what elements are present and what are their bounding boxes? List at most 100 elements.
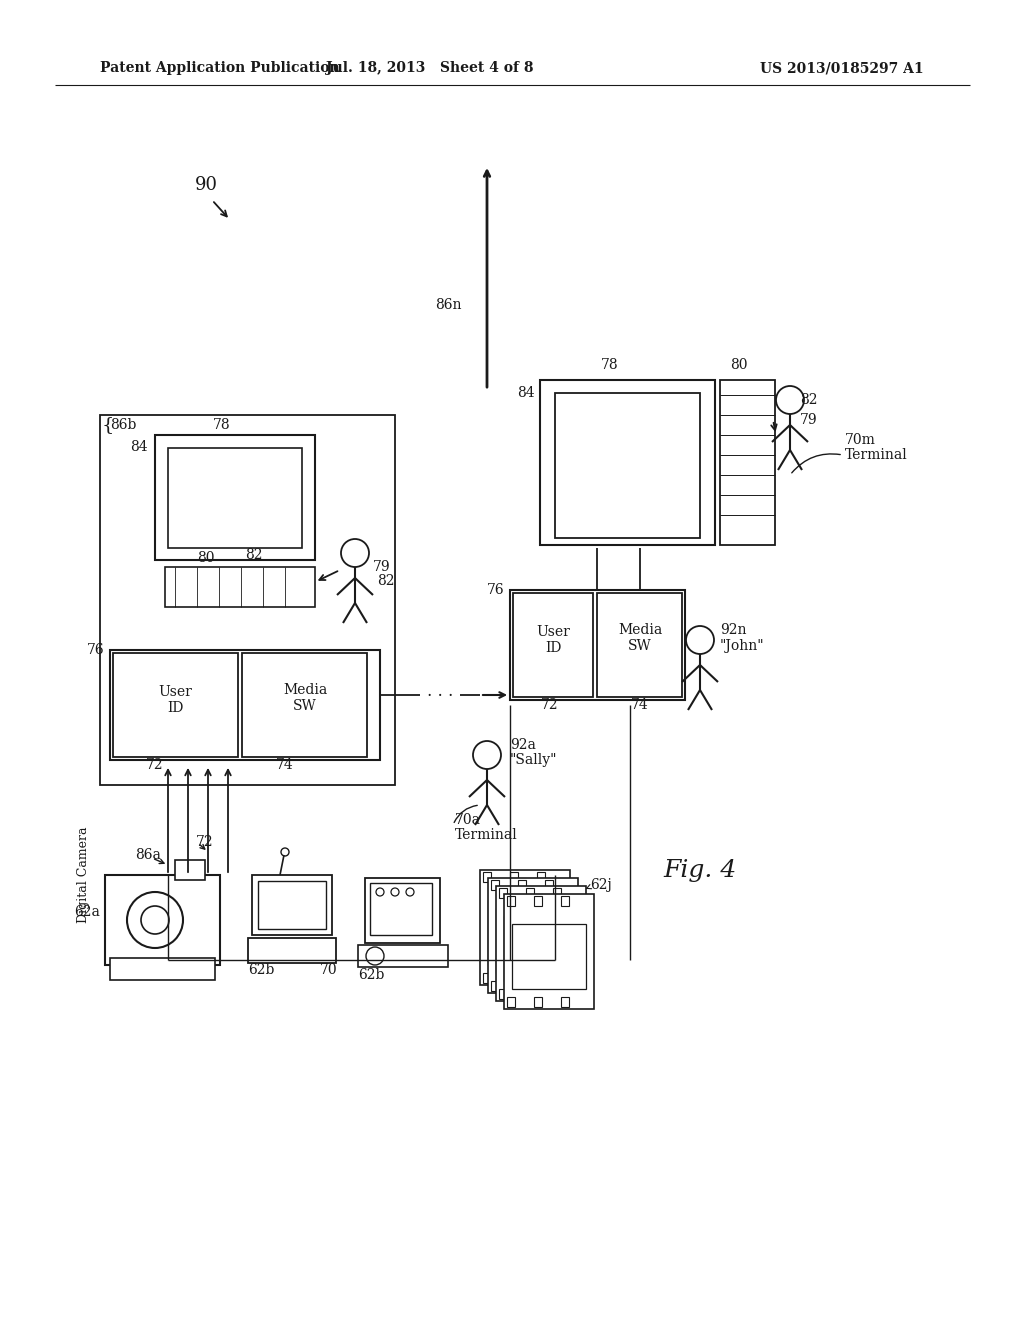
Bar bbox=[168, 447, 302, 548]
Text: Digital Camera: Digital Camera bbox=[77, 826, 90, 923]
Bar bbox=[545, 981, 553, 991]
Text: 74: 74 bbox=[631, 698, 649, 711]
Bar bbox=[510, 973, 518, 983]
Text: 84: 84 bbox=[517, 385, 535, 400]
Circle shape bbox=[127, 892, 183, 948]
Bar bbox=[526, 888, 534, 898]
Text: Media
SW: Media SW bbox=[617, 623, 663, 653]
Bar bbox=[507, 896, 515, 906]
Text: 70: 70 bbox=[319, 964, 338, 977]
Text: 62a: 62a bbox=[74, 906, 100, 919]
Bar bbox=[540, 380, 715, 545]
Bar bbox=[110, 958, 215, 979]
Circle shape bbox=[686, 626, 714, 653]
Bar bbox=[597, 593, 682, 697]
Text: User
ID: User ID bbox=[536, 624, 570, 655]
Text: "John": "John" bbox=[720, 639, 765, 653]
Bar bbox=[555, 393, 700, 539]
Text: . . .: . . . bbox=[427, 684, 454, 701]
Text: 82: 82 bbox=[800, 393, 817, 407]
Bar bbox=[483, 873, 490, 882]
Bar bbox=[155, 436, 315, 560]
Text: Fig. 4: Fig. 4 bbox=[664, 858, 736, 882]
Text: Media
SW: Media SW bbox=[283, 682, 327, 713]
Text: 74: 74 bbox=[276, 758, 294, 772]
Circle shape bbox=[341, 539, 369, 568]
Text: 70a: 70a bbox=[455, 813, 481, 828]
Text: 80: 80 bbox=[730, 358, 748, 372]
Bar bbox=[100, 414, 395, 785]
Bar bbox=[110, 649, 380, 760]
Bar bbox=[175, 861, 205, 880]
Bar bbox=[242, 653, 367, 756]
Bar bbox=[526, 989, 534, 999]
Circle shape bbox=[776, 385, 804, 414]
Bar bbox=[561, 997, 569, 1007]
Bar bbox=[504, 916, 578, 981]
Text: 82: 82 bbox=[245, 548, 262, 562]
Text: 72: 72 bbox=[146, 758, 164, 772]
Bar bbox=[534, 896, 542, 906]
Text: 62b: 62b bbox=[248, 964, 274, 977]
Bar bbox=[490, 981, 499, 991]
Bar bbox=[252, 875, 332, 935]
Bar bbox=[480, 870, 570, 985]
Bar bbox=[358, 945, 449, 968]
Bar bbox=[553, 989, 561, 999]
Text: 82: 82 bbox=[377, 574, 394, 587]
Text: "Sally": "Sally" bbox=[510, 752, 557, 767]
Text: Jul. 18, 2013   Sheet 4 of 8: Jul. 18, 2013 Sheet 4 of 8 bbox=[327, 61, 534, 75]
Text: 80: 80 bbox=[197, 550, 214, 565]
Text: 92n: 92n bbox=[720, 623, 746, 638]
Bar bbox=[365, 878, 440, 942]
Text: {: { bbox=[102, 416, 115, 434]
Bar bbox=[545, 880, 553, 890]
Bar bbox=[499, 989, 507, 999]
Bar bbox=[483, 973, 490, 983]
Text: 78: 78 bbox=[213, 418, 230, 432]
Text: 70m: 70m bbox=[845, 433, 876, 447]
Text: 76: 76 bbox=[87, 643, 105, 657]
Bar bbox=[504, 894, 594, 1008]
Bar bbox=[113, 653, 238, 756]
Bar bbox=[553, 888, 561, 898]
Text: 84: 84 bbox=[130, 440, 148, 454]
Text: 79: 79 bbox=[800, 413, 817, 426]
Text: Patent Application Publication: Patent Application Publication bbox=[100, 61, 340, 75]
Circle shape bbox=[406, 888, 414, 896]
Bar bbox=[513, 593, 593, 697]
Bar bbox=[490, 880, 499, 890]
Circle shape bbox=[473, 741, 501, 770]
Text: 72: 72 bbox=[197, 836, 214, 849]
Bar bbox=[537, 873, 545, 882]
Bar bbox=[507, 997, 515, 1007]
Text: Terminal: Terminal bbox=[455, 828, 518, 842]
Text: 76: 76 bbox=[487, 583, 505, 597]
Text: 86a: 86a bbox=[135, 847, 161, 862]
Text: 92a: 92a bbox=[510, 738, 536, 752]
Bar bbox=[496, 886, 586, 1001]
Text: 86b: 86b bbox=[110, 418, 136, 432]
Circle shape bbox=[376, 888, 384, 896]
Text: 62b: 62b bbox=[358, 968, 384, 982]
Bar bbox=[105, 875, 220, 965]
Bar bbox=[510, 873, 518, 882]
Text: 62j: 62j bbox=[590, 878, 611, 892]
Bar bbox=[496, 908, 570, 973]
Bar bbox=[534, 997, 542, 1007]
Text: Terminal: Terminal bbox=[845, 447, 907, 462]
Bar bbox=[370, 883, 432, 935]
Text: 79: 79 bbox=[373, 560, 390, 574]
Circle shape bbox=[281, 847, 289, 855]
Bar bbox=[561, 896, 569, 906]
Circle shape bbox=[391, 888, 399, 896]
Bar bbox=[720, 380, 775, 545]
Text: 78: 78 bbox=[601, 358, 618, 372]
Bar bbox=[512, 924, 586, 989]
Text: 90: 90 bbox=[195, 176, 218, 194]
Bar bbox=[165, 568, 315, 607]
Text: US 2013/0185297 A1: US 2013/0185297 A1 bbox=[760, 61, 924, 75]
Text: 72: 72 bbox=[542, 698, 559, 711]
Bar bbox=[510, 590, 685, 700]
Bar bbox=[488, 900, 562, 965]
